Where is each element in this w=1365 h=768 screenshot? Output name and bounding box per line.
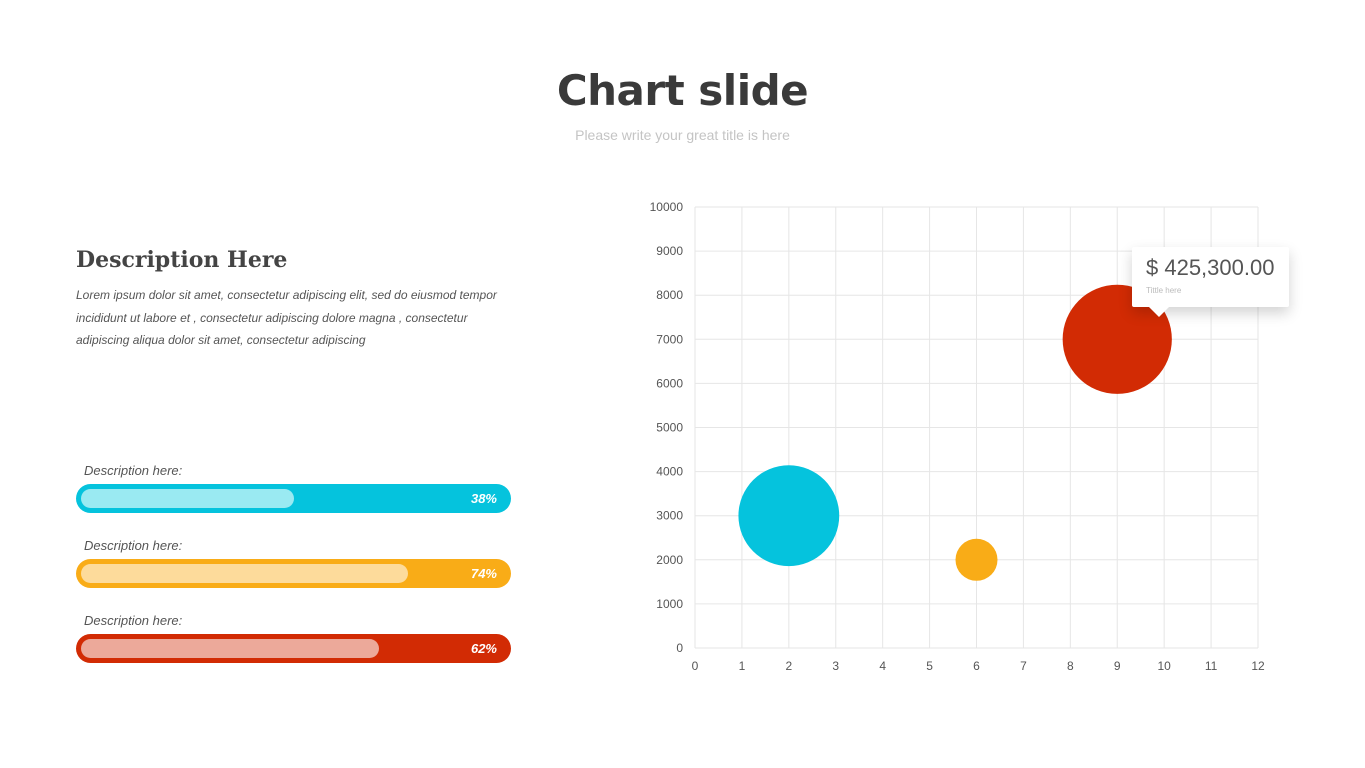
tooltip-value: $ 425,300.00 xyxy=(1146,255,1275,280)
slide-subtitle: Please write your great title is here xyxy=(575,127,790,143)
progress-label: Description here: xyxy=(84,613,183,628)
tooltip-label: Tittle here xyxy=(1146,286,1182,295)
progress-fill xyxy=(81,564,408,583)
progress-percent: 38% xyxy=(470,491,497,506)
y-tick-label: 7000 xyxy=(656,332,683,346)
progress-label: Description here: xyxy=(84,463,183,478)
x-tick-label: 12 xyxy=(1251,659,1265,673)
y-tick-label: 2000 xyxy=(656,553,683,567)
x-tick-label: 5 xyxy=(926,659,933,673)
x-tick-label: 0 xyxy=(692,659,699,673)
y-tick-label: 9000 xyxy=(656,244,683,258)
description-title: Description Here xyxy=(76,247,288,273)
progress-bar: 62% xyxy=(76,634,511,663)
bubble-point xyxy=(738,465,840,567)
progress-bar: 74% xyxy=(76,559,511,588)
y-tick-label: 3000 xyxy=(656,509,683,523)
y-tick-label: 6000 xyxy=(656,376,683,390)
x-tick-label: 3 xyxy=(832,659,839,673)
description-body: Lorem ipsum dolor sit amet, consectetur … xyxy=(76,288,497,347)
progress-percent: 74% xyxy=(470,566,497,581)
x-tick-label: 11 xyxy=(1205,659,1218,673)
x-tick-label: 2 xyxy=(785,659,792,673)
y-tick-label: 8000 xyxy=(656,288,683,302)
x-tick-label: 6 xyxy=(973,659,980,673)
x-tick-label: 7 xyxy=(1020,659,1027,673)
x-tick-label: 1 xyxy=(739,659,746,673)
y-tick-label: 5000 xyxy=(656,421,683,435)
bubble-point xyxy=(1062,284,1172,394)
slide-title: Chart slide xyxy=(556,66,809,115)
progress-label: Description here: xyxy=(84,538,183,553)
progress-percent: 62% xyxy=(470,641,497,656)
progress-fill xyxy=(81,489,294,508)
x-tick-label: 8 xyxy=(1067,659,1074,673)
y-tick-label: 4000 xyxy=(656,465,683,479)
x-tick-label: 4 xyxy=(879,659,886,673)
y-tick-label: 10000 xyxy=(650,200,684,214)
x-tick-label: 9 xyxy=(1114,659,1121,673)
y-tick-label: 0 xyxy=(676,641,683,655)
x-tick-label: 10 xyxy=(1157,659,1171,673)
value-tooltip: $ 425,300.00 Tittle here xyxy=(1132,247,1289,317)
bubble-point xyxy=(955,538,998,581)
progress-bar: 38% xyxy=(76,484,511,513)
y-tick-label: 1000 xyxy=(656,597,683,611)
progress-fill xyxy=(81,639,379,658)
